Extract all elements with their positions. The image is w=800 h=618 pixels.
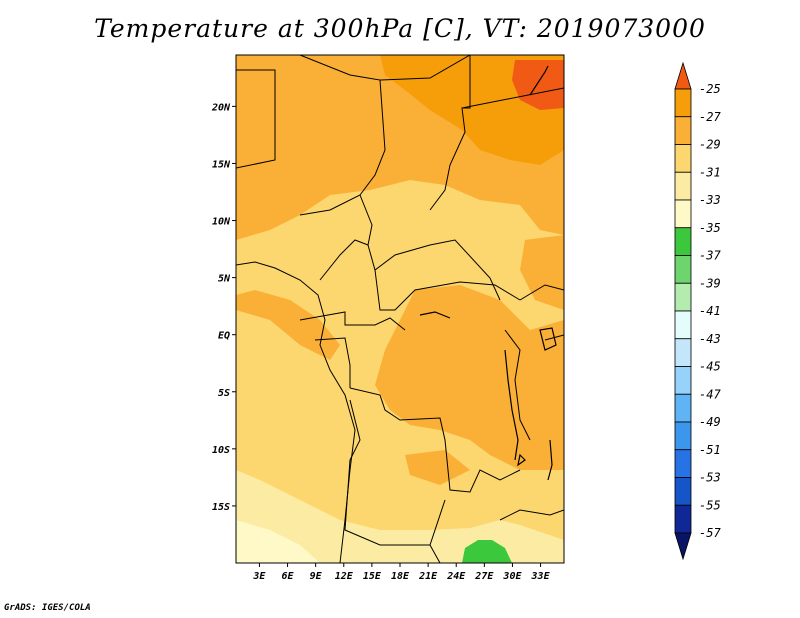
colorbar-label: -31 <box>699 165 721 179</box>
colorbar-label: -51 <box>699 443 721 457</box>
y-axis: 20N 15N 10N 5N EQ 5S 10S 15S <box>211 102 236 513</box>
country-borders <box>236 55 564 563</box>
field-31-29-angola <box>405 450 470 485</box>
colorbar-segment <box>674 477 692 506</box>
y-tick-label: 10S <box>212 445 230 456</box>
colorbar-segment <box>674 199 692 229</box>
colorbar-cap-top <box>674 61 692 90</box>
x-tick-label: 21E <box>418 571 438 582</box>
coastline <box>236 261 356 563</box>
x-tick-label: 15E <box>363 571 382 582</box>
field-37-35 <box>462 540 512 563</box>
colorbar-label: -47 <box>699 387 721 401</box>
colorbar-segment <box>674 255 692 284</box>
x-tick-label: 18E <box>391 571 410 582</box>
colorbar-label: -45 <box>699 360 721 374</box>
colorbar-label: -41 <box>699 304 721 318</box>
field-35-33 <box>236 470 564 563</box>
colorbar-label: -25 <box>699 82 721 96</box>
x-tick-label: 24E <box>446 571 466 582</box>
colorbar-label: -55 <box>699 498 721 512</box>
colorbar-segment <box>674 310 692 340</box>
colorbar-segment <box>674 449 692 478</box>
y-tick-label: EQ <box>218 331 230 342</box>
colorbar-segment <box>674 393 692 423</box>
y-tick-label: 15N <box>212 159 231 170</box>
colorbar-label: -37 <box>699 249 721 263</box>
colorbar-label: -43 <box>699 332 721 346</box>
x-tick-label: 9E <box>310 571 323 582</box>
y-tick-label: 10N <box>212 217 231 228</box>
y-tick-label: 15S <box>212 502 230 513</box>
colorbar-cap-bottom <box>674 532 692 561</box>
x-axis: 3E 6E 9E 12E 15E 18E 21E 24E 27E 30E 33E <box>252 563 551 582</box>
y-tick-label: 5S <box>218 388 230 399</box>
x-tick-label: 12E <box>335 571 354 582</box>
colorbar-segment <box>674 171 692 201</box>
colorbar-segment <box>674 421 692 451</box>
colorbar-label: -57 <box>699 526 721 540</box>
field-31-29-congo <box>375 285 564 470</box>
colorbar-segment <box>674 366 692 395</box>
colorbar-segment <box>674 227 692 256</box>
colorbar-segment <box>674 338 692 367</box>
colorbar-segment <box>674 144 692 173</box>
colorbar-label: -27 <box>699 110 721 124</box>
colorbar: -25 -27 -29 -31 -33 -35 -37 -39 -41 -43 -45 -47 -49 -… <box>674 61 721 561</box>
field-37-35-edge <box>236 520 320 563</box>
chart-title: Temperature at 300hPa [C], VT: 201907300… <box>94 14 706 43</box>
field-31-29-gabon <box>236 290 340 360</box>
colorbar-label: -39 <box>699 276 721 290</box>
y-tick-label: 5N <box>218 274 231 285</box>
x-tick-label: 6E <box>282 571 295 582</box>
x-tick-label: 27E <box>474 571 494 582</box>
colorbar-label: -29 <box>699 138 721 152</box>
field-27-25 <box>512 60 564 110</box>
colorbar-segment <box>674 116 692 145</box>
colorbar-segment <box>674 282 692 312</box>
x-tick-label: 3E <box>252 571 266 582</box>
field-31-29-east <box>520 235 564 310</box>
temperature-field <box>236 55 564 563</box>
colorbar-label: -35 <box>699 221 721 235</box>
colorbar-label: -49 <box>699 415 721 429</box>
colorbar-segment <box>674 88 692 118</box>
colorbar-label: -53 <box>699 471 721 485</box>
grads-credit: GrADS: IGES/COLA <box>4 603 91 613</box>
x-tick-label: 30E <box>502 571 522 582</box>
lakes <box>419 65 557 481</box>
colorbar-segment <box>674 504 692 534</box>
y-tick-label: 20N <box>211 102 231 113</box>
x-tick-label: 33E <box>531 571 551 582</box>
colorbar-label: -33 <box>699 193 721 207</box>
